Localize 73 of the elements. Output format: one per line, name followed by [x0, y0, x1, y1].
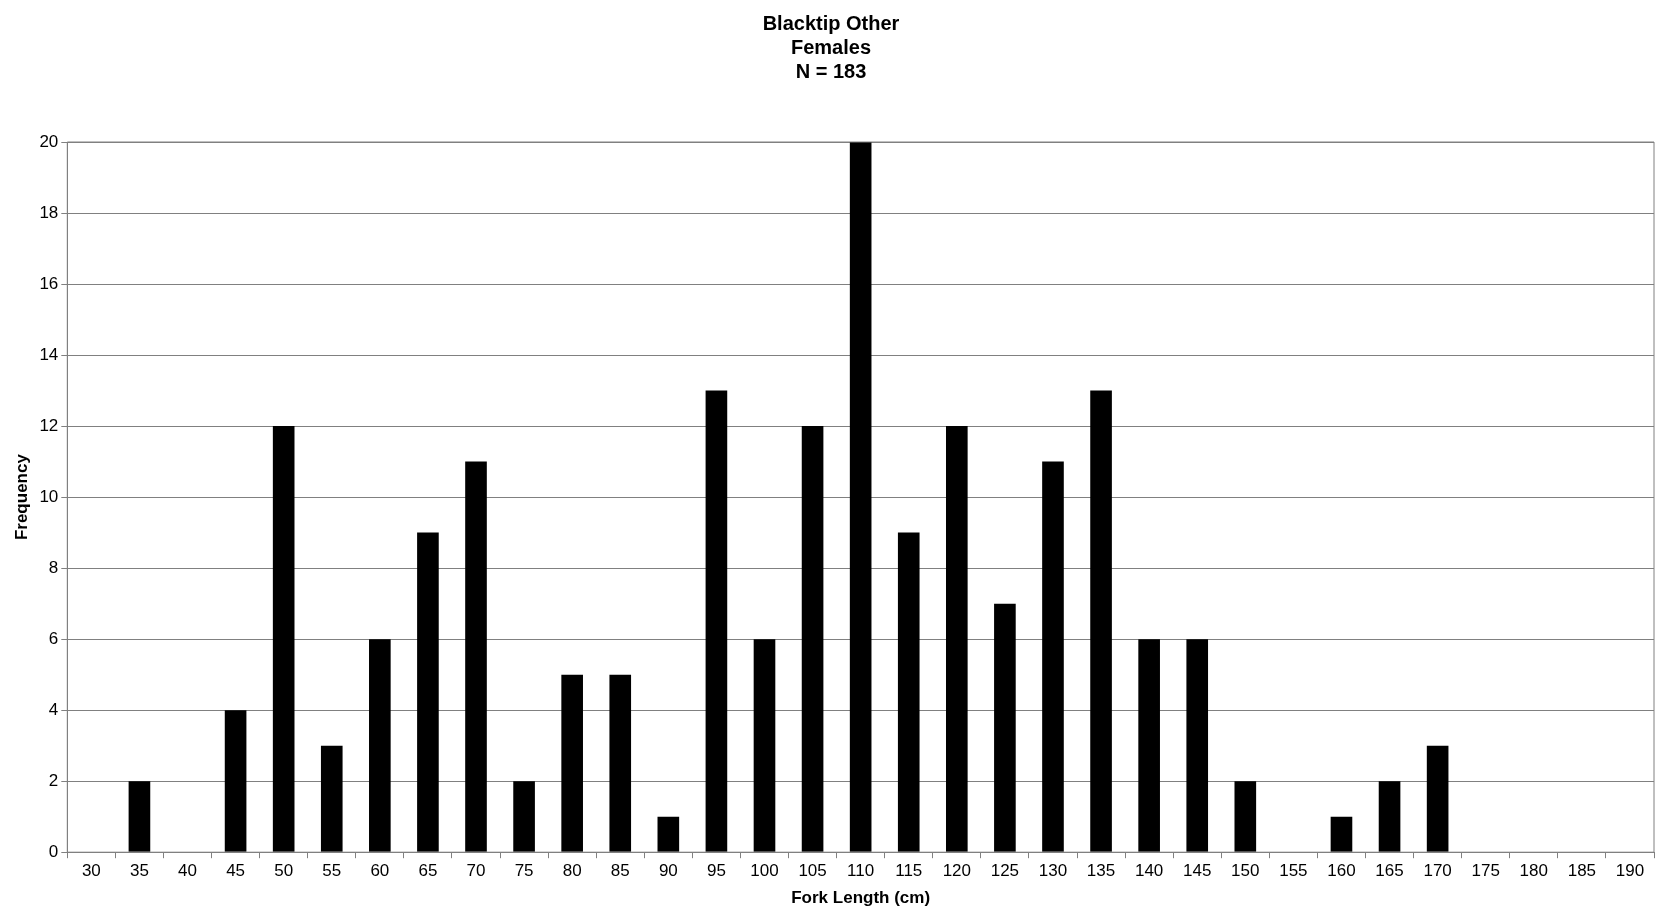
- bar: [224, 710, 247, 852]
- y-tick-label: 16: [39, 273, 59, 293]
- y-tick-label: 4: [48, 699, 59, 719]
- y-axis-title: Frequency: [11, 453, 31, 541]
- x-tick-label: 30: [81, 861, 101, 881]
- bar: [465, 461, 487, 852]
- x-tick-label: 85: [610, 861, 630, 881]
- x-tick-label: 125: [990, 861, 1020, 881]
- bar: [849, 142, 872, 852]
- bar: [897, 532, 920, 852]
- y-tick-label: 10: [39, 486, 59, 506]
- x-tick-label: 190: [1615, 861, 1645, 881]
- bar: [561, 674, 583, 852]
- bar: [1234, 781, 1257, 852]
- chart-title: Blacktip Other Females N = 183: [762, 11, 900, 82]
- bar: [320, 745, 343, 852]
- x-tick-label: 50: [274, 861, 294, 881]
- x-tick-label: 155: [1279, 861, 1308, 881]
- x-tick-label: 130: [1038, 861, 1068, 881]
- y-tick-label: 20: [39, 131, 59, 151]
- bar: [609, 674, 632, 852]
- x-axis-title: Fork Length (cm): [791, 888, 931, 908]
- bar: [1138, 639, 1160, 852]
- bar: [994, 603, 1016, 852]
- bar: [946, 426, 968, 852]
- y-tick-label: 0: [48, 841, 59, 861]
- x-tick-label: 145: [1183, 861, 1212, 881]
- y-tick-label: 14: [39, 344, 59, 364]
- y-tick-label: 18: [39, 202, 59, 222]
- x-tick-label: 95: [706, 861, 726, 881]
- bar: [513, 781, 535, 852]
- x-tick-label: 120: [942, 861, 972, 881]
- bar: [417, 532, 439, 852]
- bar: [272, 426, 295, 852]
- bar: [753, 639, 776, 852]
- x-tick-label: 115: [895, 861, 923, 881]
- x-tick-label: 80: [562, 861, 582, 881]
- x-tick-label: 165: [1375, 861, 1404, 881]
- x-tick-label: 140: [1134, 861, 1164, 881]
- bar: [1378, 781, 1401, 852]
- x-tick-label: 175: [1471, 861, 1500, 881]
- x-tick-label: 65: [418, 861, 438, 881]
- x-tick-label: 135: [1086, 861, 1116, 881]
- x-tick-label: 55: [322, 861, 342, 881]
- x-tick-label: 160: [1327, 861, 1356, 881]
- bar: [1330, 816, 1353, 852]
- y-tick-label: 12: [39, 415, 59, 435]
- bar: [801, 426, 824, 852]
- x-tick-label: 185: [1567, 861, 1597, 881]
- x-tick-label: 100: [750, 861, 779, 881]
- bar: [1090, 390, 1112, 852]
- y-tick-label: 6: [48, 628, 59, 648]
- y-tick-label: 2: [48, 770, 59, 790]
- x-tick-label: 60: [370, 861, 390, 881]
- y-tick-label: 8: [48, 557, 59, 577]
- x-tick-label: 150: [1231, 861, 1260, 881]
- bar: [1426, 745, 1449, 852]
- x-tick-label: 110: [847, 861, 875, 881]
- bar: [1042, 461, 1064, 852]
- bar: [657, 816, 680, 852]
- bar: [705, 390, 728, 852]
- x-tick-label: 70: [466, 861, 486, 881]
- bar: [369, 639, 391, 852]
- x-tick-label: 45: [226, 861, 246, 881]
- x-tick-label: 35: [129, 861, 149, 881]
- bar: [128, 781, 151, 852]
- x-tick-label: 105: [798, 861, 827, 881]
- x-tick-label: 90: [658, 861, 678, 881]
- x-tick-label: 40: [178, 861, 197, 881]
- x-tick-label: 75: [514, 861, 534, 881]
- bar: [1186, 639, 1209, 852]
- x-tick-label: 180: [1519, 861, 1548, 881]
- x-tick-label: 170: [1423, 861, 1452, 881]
